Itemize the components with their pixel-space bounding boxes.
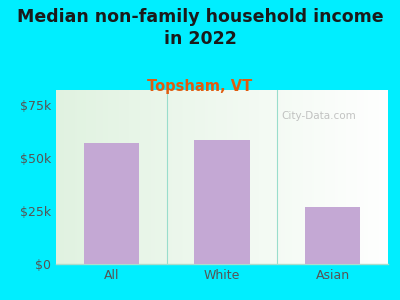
Text: City-Data.com: City-Data.com [282, 111, 356, 121]
Bar [84, 143, 139, 264]
Bar [305, 207, 360, 264]
Text: Topsham, VT: Topsham, VT [147, 80, 253, 94]
Text: Median non-family household income
in 2022: Median non-family household income in 20… [17, 8, 383, 48]
Bar [194, 140, 250, 264]
